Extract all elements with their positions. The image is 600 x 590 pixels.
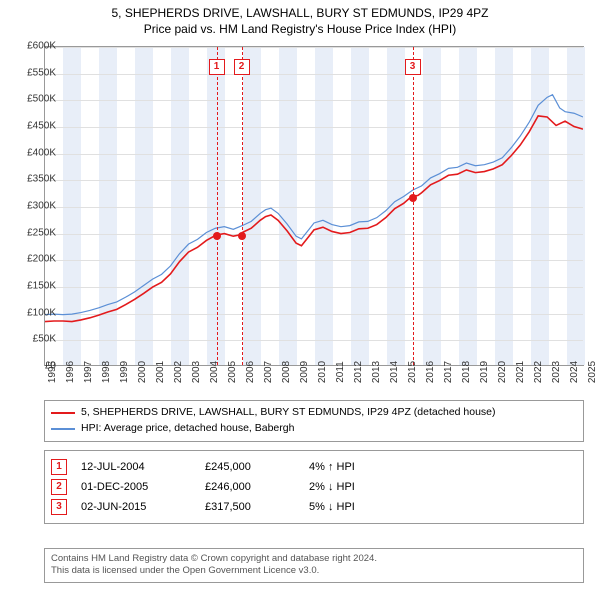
- legend-box: 5, SHEPHERDS DRIVE, LAWSHALL, BURY ST ED…: [44, 400, 584, 442]
- title-line-2: Price paid vs. HM Land Registry's House …: [0, 22, 600, 38]
- x-axis-label: 2001: [155, 361, 166, 383]
- sale-marker-line: [217, 47, 218, 365]
- chart-plot-area: 12 3: [44, 46, 584, 366]
- y-axis-label: £400K: [16, 147, 56, 158]
- sale-marker-box: 3: [405, 59, 421, 75]
- x-axis-label: 2004: [209, 361, 220, 383]
- x-axis-label: 2012: [353, 361, 364, 383]
- x-axis-label: 2023: [551, 361, 562, 383]
- x-axis-label: 2015: [407, 361, 418, 383]
- x-axis-label: 2017: [443, 361, 454, 383]
- y-axis-label: £500K: [16, 94, 56, 105]
- footer-attribution: Contains HM Land Registry data © Crown c…: [44, 548, 584, 583]
- sale-marker-dot: [409, 194, 417, 202]
- chart-title: 5, SHEPHERDS DRIVE, LAWSHALL, BURY ST ED…: [0, 0, 600, 37]
- x-axis-label: 2022: [533, 361, 544, 383]
- y-axis-label: £200K: [16, 254, 56, 265]
- y-axis-label: £600K: [16, 41, 56, 52]
- x-axis-label: 2019: [479, 361, 490, 383]
- sale-row-marker: 2: [51, 479, 67, 495]
- x-axis-label: 2005: [227, 361, 238, 383]
- x-axis-label: 2006: [245, 361, 256, 383]
- sale-marker-dot: [238, 232, 246, 240]
- chart-svg: [45, 47, 583, 365]
- sale-marker-line: [413, 47, 414, 365]
- x-axis-label: 2014: [389, 361, 400, 383]
- sale-row-hpi: 4% ↑ HPI: [309, 461, 429, 473]
- footer-line-1: Contains HM Land Registry data © Crown c…: [51, 553, 577, 565]
- legend-swatch: [51, 428, 75, 430]
- sale-row: 1 12-JUL-2004 £245,000 4% ↑ HPI: [51, 457, 577, 477]
- sale-row-marker: 1: [51, 459, 67, 475]
- x-axis-label: 2024: [569, 361, 580, 383]
- sale-row-date: 02-JUN-2015: [81, 501, 191, 513]
- x-axis-label: 2010: [317, 361, 328, 383]
- sale-row-hpi: 2% ↓ HPI: [309, 481, 429, 493]
- x-axis-label: 2007: [263, 361, 274, 383]
- sale-marker-box: 1: [209, 59, 225, 75]
- series-line-hpi_babergh: [45, 95, 583, 315]
- x-axis-label: 2011: [335, 361, 346, 383]
- legend-label: HPI: Average price, detached house, Babe…: [81, 421, 294, 437]
- sale-row-price: £246,000: [205, 481, 295, 493]
- sales-table: 1 12-JUL-2004 £245,000 4% ↑ HPI 2 01-DEC-2005…: [44, 450, 584, 524]
- y-axis-label: £100K: [16, 307, 56, 318]
- sale-row: 2 01-DEC-2005 £246,000 2% ↓ HPI: [51, 477, 577, 497]
- legend-item: HPI: Average price, detached house, Babe…: [51, 421, 577, 437]
- sale-row-date: 12-JUL-2004: [81, 461, 191, 473]
- x-axis-label: 2025: [587, 361, 598, 383]
- title-line-1: 5, SHEPHERDS DRIVE, LAWSHALL, BURY ST ED…: [0, 6, 600, 22]
- sale-marker-box: 2: [234, 59, 250, 75]
- x-axis-label: 2018: [461, 361, 472, 383]
- x-axis-label: 2002: [173, 361, 184, 383]
- x-axis-label: 2016: [425, 361, 436, 383]
- x-axis-label: 2009: [299, 361, 310, 383]
- x-axis-label: 1998: [101, 361, 112, 383]
- x-axis-label: 1995: [47, 361, 58, 383]
- sale-row: 3 02-JUN-2015 £317,500 5% ↓ HPI: [51, 497, 577, 517]
- x-axis-label: 2020: [497, 361, 508, 383]
- x-axis-label: 2003: [191, 361, 202, 383]
- x-axis-label: 2021: [515, 361, 526, 383]
- y-axis-label: £350K: [16, 174, 56, 185]
- legend-item: 5, SHEPHERDS DRIVE, LAWSHALL, BURY ST ED…: [51, 405, 577, 421]
- x-axis-label: 1999: [119, 361, 130, 383]
- y-axis-label: £550K: [16, 67, 56, 78]
- y-axis-label: £150K: [16, 281, 56, 292]
- y-axis-label: £50K: [16, 334, 56, 345]
- y-axis-label: £250K: [16, 227, 56, 238]
- sale-marker-line: [242, 47, 243, 365]
- series-line-property_price: [45, 116, 583, 322]
- sale-marker-dot: [213, 232, 221, 240]
- x-axis-label: 2013: [371, 361, 382, 383]
- y-axis-label: £450K: [16, 121, 56, 132]
- sale-row-date: 01-DEC-2005: [81, 481, 191, 493]
- sale-row-marker: 3: [51, 499, 67, 515]
- sale-row-price: £317,500: [205, 501, 295, 513]
- legend-swatch: [51, 412, 75, 414]
- legend-label: 5, SHEPHERDS DRIVE, LAWSHALL, BURY ST ED…: [81, 405, 496, 421]
- x-axis-label: 2008: [281, 361, 292, 383]
- sale-row-price: £245,000: [205, 461, 295, 473]
- y-axis-label: £300K: [16, 201, 56, 212]
- x-axis-label: 1996: [65, 361, 76, 383]
- footer-line-2: This data is licensed under the Open Gov…: [51, 565, 577, 577]
- x-axis-label: 2000: [137, 361, 148, 383]
- x-axis-label: 1997: [83, 361, 94, 383]
- sale-row-hpi: 5% ↓ HPI: [309, 501, 429, 513]
